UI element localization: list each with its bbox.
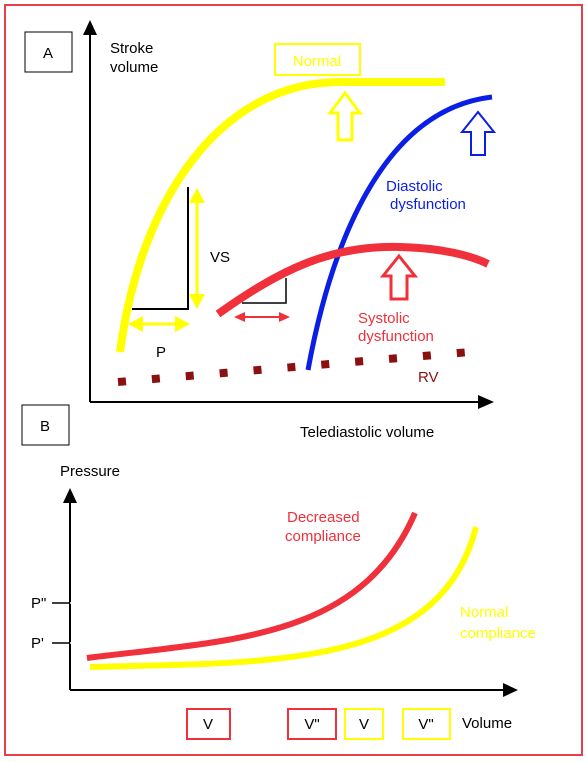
p-arrowhead-right: [175, 316, 190, 332]
panel-a-y-axis-label-line2: volume: [110, 59, 158, 76]
panel-b-x-axis-label: Volume: [462, 715, 512, 732]
normal-slope-triangle: [132, 187, 189, 310]
v-red-label: V: [203, 716, 213, 733]
normal-label-box: [274, 43, 361, 76]
vs-label: VS: [210, 249, 230, 266]
normal-up-arrow: [327, 90, 363, 142]
panel-b-label: B: [40, 418, 50, 435]
systolic-label-line2: dysfunction: [358, 328, 434, 345]
rv-dotted-line: [117, 348, 471, 386]
decreased-compliance-curve: [86, 511, 418, 661]
panel-a-y-axis-label-line1: Stroke: [110, 40, 153, 57]
normal-compliance-curve: [89, 526, 479, 670]
panel-a-x-axis-arrowhead: [478, 395, 494, 409]
normal-label: Normal: [293, 53, 341, 70]
diastolic-label-line1: Diastolic: [386, 178, 443, 195]
vs-arrowhead-bottom: [189, 294, 205, 309]
decreased-compliance-label-line2: compliance: [285, 528, 361, 545]
systolic-arrowhead-right: [279, 312, 290, 322]
panel-b-x-axis-arrowhead: [503, 683, 518, 697]
vs-arrowhead-top: [189, 188, 205, 203]
v-red-box: [186, 708, 231, 740]
v-double-prime-yellow-box: [402, 708, 451, 740]
v-double-prime-red-label: V": [304, 716, 319, 733]
diastolic-up-arrow: [459, 110, 497, 156]
panel-a-label-box: [24, 31, 73, 73]
p-prime-label: P': [31, 635, 44, 652]
diastolic-dysfunction-curve: [305, 94, 493, 371]
p-arrowhead-left: [128, 316, 143, 332]
v-double-prime-red-box: [287, 708, 337, 740]
panel-b: B Pressure Volume P" P' Decreased compli…: [21, 404, 536, 740]
systolic-dysfunction-curve: [215, 242, 490, 318]
p-double-prime-label: P": [31, 595, 46, 612]
systolic-arrowhead-left: [234, 312, 245, 322]
systolic-slope-triangle: [242, 278, 287, 304]
normal-curve: [116, 78, 445, 353]
p-label: P: [156, 344, 166, 361]
v-yellow-label: V: [359, 716, 369, 733]
systolic-up-arrow: [379, 253, 419, 301]
panel-a-label: A: [43, 45, 53, 62]
panel-b-label-box: [21, 404, 70, 446]
v-double-prime-yellow-label: V": [418, 716, 433, 733]
panel-b-y-axis-label: Pressure: [60, 463, 120, 480]
rv-label: RV: [418, 369, 439, 386]
panel-a: A Stroke volume Telediastolic volume Nor…: [24, 20, 497, 441]
panel-a-y-axis-arrowhead: [83, 20, 97, 35]
diastolic-label-line2: dysfunction: [390, 196, 466, 213]
decreased-compliance-label-line1: Decreased: [287, 509, 360, 526]
systolic-label-line1: Systolic: [358, 310, 410, 327]
panel-a-x-axis-label: Telediastolic volume: [300, 424, 434, 441]
normal-compliance-label-line2: compliance: [460, 625, 536, 642]
normal-compliance-label-line1: Normal: [460, 604, 508, 621]
v-yellow-box: [344, 708, 384, 740]
panel-b-y-axis-arrowhead: [63, 488, 77, 503]
